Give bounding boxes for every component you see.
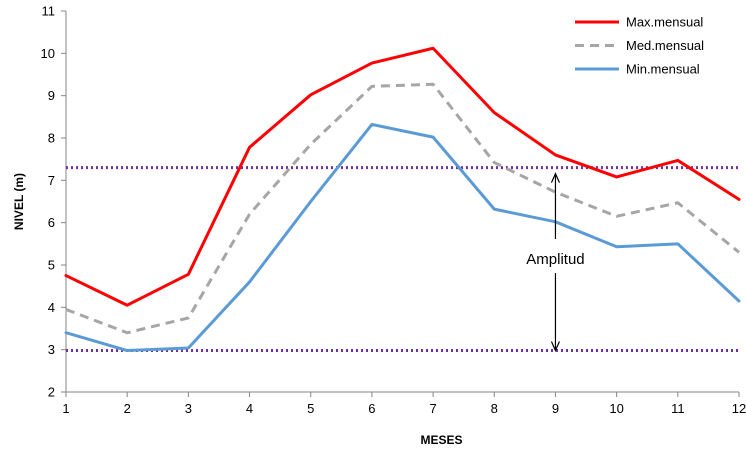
legend-label: Med.mensual (626, 38, 704, 53)
arrow-head-up (550, 172, 561, 183)
y-tick-label: 11 (42, 4, 56, 19)
x-tick-label: 12 (732, 401, 746, 416)
x-tick-label: 2 (124, 401, 131, 416)
x-tick-label: 7 (429, 401, 436, 416)
series-line-min-mensual (64, 122, 741, 353)
y-tick-label: 7 (48, 173, 55, 188)
y-tick-label: 10 (41, 46, 55, 61)
x-axis-title: MESES (420, 433, 462, 447)
y-tick-label: 5 (48, 258, 55, 273)
reference-lines (66, 166, 739, 353)
amplitude-label: Amplitud (526, 251, 584, 268)
legend-label: Min.mensual (626, 62, 700, 77)
x-tick-label: 10 (609, 401, 623, 416)
legend: Max.mensual Med.mensual Min.mensual (575, 15, 704, 77)
arrow-head-down (550, 341, 561, 352)
y-tick-label: 9 (48, 88, 55, 103)
x-tick-label: 5 (307, 401, 314, 416)
series-lines (64, 46, 741, 353)
y-tick-label: 3 (48, 342, 55, 357)
y-tick-label: 6 (48, 215, 55, 230)
x-tick-label: 3 (185, 401, 192, 416)
x-tick-label: 9 (552, 401, 559, 416)
x-tick-label: 4 (246, 401, 253, 416)
y-axis-title: NIVEL (m) (12, 173, 26, 230)
amplitude-annotation: Amplitud (526, 172, 585, 352)
y-tick-label: 8 (48, 131, 55, 146)
x-tick-label: 6 (368, 401, 375, 416)
series-line-med-mensual (65, 82, 740, 335)
x-tick-label: 8 (491, 401, 498, 416)
x-tick-label: 11 (671, 401, 685, 416)
x-tick-label: 1 (62, 401, 69, 416)
series-line-max-mensual (64, 46, 741, 307)
y-tick-label: 2 (48, 385, 55, 400)
legend-label: Max.mensual (626, 15, 703, 30)
y-tick-label: 4 (48, 300, 55, 315)
